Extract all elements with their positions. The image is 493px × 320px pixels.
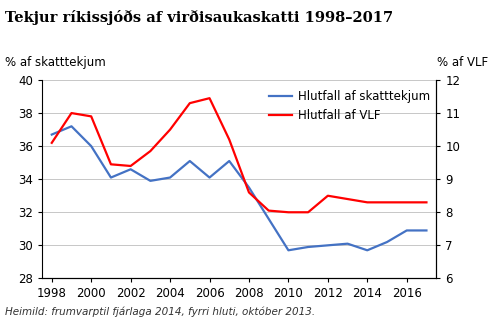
Hlutfall af skatttekjum: [226, 159, 232, 163]
Hlutfall af skatttekjum: [69, 124, 74, 128]
Hlutfall af VLF: [207, 96, 212, 100]
Hlutfall af skatttekjum: [325, 244, 331, 247]
Hlutfall af skatttekjum: [384, 240, 390, 244]
Hlutfall af skatttekjum: [147, 179, 153, 183]
Hlutfall af skatttekjum: [88, 144, 94, 148]
Hlutfall af VLF: [325, 194, 331, 198]
Hlutfall af VLF: [364, 200, 370, 204]
Hlutfall af VLF: [423, 200, 429, 204]
Hlutfall af VLF: [88, 115, 94, 118]
Hlutfall af skatttekjum: [49, 132, 55, 136]
Hlutfall af VLF: [404, 200, 410, 204]
Hlutfall af skatttekjum: [167, 176, 173, 180]
Text: % af VLF: % af VLF: [437, 56, 488, 69]
Hlutfall af VLF: [147, 149, 153, 153]
Hlutfall af VLF: [69, 111, 74, 115]
Hlutfall af skatttekjum: [404, 228, 410, 232]
Hlutfall af skatttekjum: [108, 176, 114, 180]
Line: Hlutfall af skatttekjum: Hlutfall af skatttekjum: [52, 126, 426, 250]
Hlutfall af skatttekjum: [266, 217, 272, 221]
Hlutfall af VLF: [305, 210, 311, 214]
Hlutfall af skatttekjum: [285, 248, 291, 252]
Hlutfall af VLF: [226, 138, 232, 141]
Hlutfall af skatttekjum: [364, 248, 370, 252]
Hlutfall af skatttekjum: [305, 245, 311, 249]
Hlutfall af VLF: [266, 209, 272, 212]
Hlutfall af VLF: [128, 164, 134, 168]
Hlutfall af VLF: [49, 141, 55, 145]
Hlutfall af skatttekjum: [128, 167, 134, 171]
Hlutfall af VLF: [187, 101, 193, 105]
Hlutfall af VLF: [108, 163, 114, 166]
Hlutfall af skatttekjum: [345, 242, 351, 245]
Text: % af skatttekjum: % af skatttekjum: [5, 56, 106, 69]
Hlutfall af skatttekjum: [246, 186, 252, 189]
Hlutfall af skatttekjum: [187, 159, 193, 163]
Text: Tekjur ríkissjóðs af virðisaukaskatti 1998–2017: Tekjur ríkissjóðs af virðisaukaskatti 19…: [5, 10, 393, 25]
Hlutfall af VLF: [345, 197, 351, 201]
Hlutfall af VLF: [167, 128, 173, 132]
Legend: Hlutfall af skatttekjum, Hlutfall af VLF: Hlutfall af skatttekjum, Hlutfall af VLF: [269, 90, 430, 122]
Hlutfall af skatttekjum: [207, 176, 212, 180]
Hlutfall af VLF: [246, 190, 252, 194]
Line: Hlutfall af VLF: Hlutfall af VLF: [52, 98, 426, 212]
Hlutfall af VLF: [384, 200, 390, 204]
Hlutfall af skatttekjum: [423, 228, 429, 232]
Text: Heimild: frumvarptil fjárlaga 2014, fyrri hluti, október 2013.: Heimild: frumvarptil fjárlaga 2014, fyrr…: [5, 306, 315, 317]
Hlutfall af VLF: [285, 210, 291, 214]
